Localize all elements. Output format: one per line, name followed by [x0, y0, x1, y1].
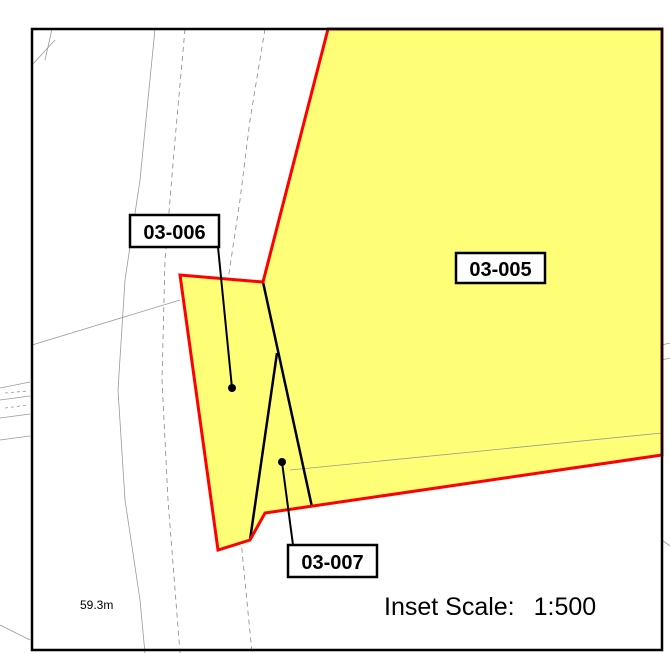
label-03-005-text: 03-005 — [469, 259, 531, 281]
inset-map: 03-005 03-006 03-007 59.3m Inset Scale: … — [31, 27, 664, 653]
label-03-007-text: 03-007 — [301, 552, 363, 574]
parcel-divisions — [248, 281, 314, 541]
label-03-006: 03-006 — [128, 213, 221, 249]
basemap-outside — [0, 342, 670, 641]
inset-scale-prefix: Inset Scale: — [384, 593, 515, 621]
inset-scale-value: 1:500 — [534, 593, 597, 621]
leader-lines — [217, 246, 294, 546]
parcel-03-007 — [250, 353, 312, 540]
spot-height-label: 59.3m — [80, 598, 113, 612]
marker-dot-03-007 — [278, 458, 286, 466]
inset-scale-label: Inset Scale: 1:500 — [384, 593, 596, 621]
inset-frame — [30, 27, 664, 652]
internal-line — [289, 432, 663, 471]
marker-dot-03-006 — [228, 384, 236, 392]
label-03-005: 03-005 — [454, 251, 547, 285]
label-03-007: 03-007 — [286, 543, 379, 579]
parcel-03-006 — [180, 275, 277, 550]
label-03-006-text: 03-006 — [143, 222, 205, 244]
